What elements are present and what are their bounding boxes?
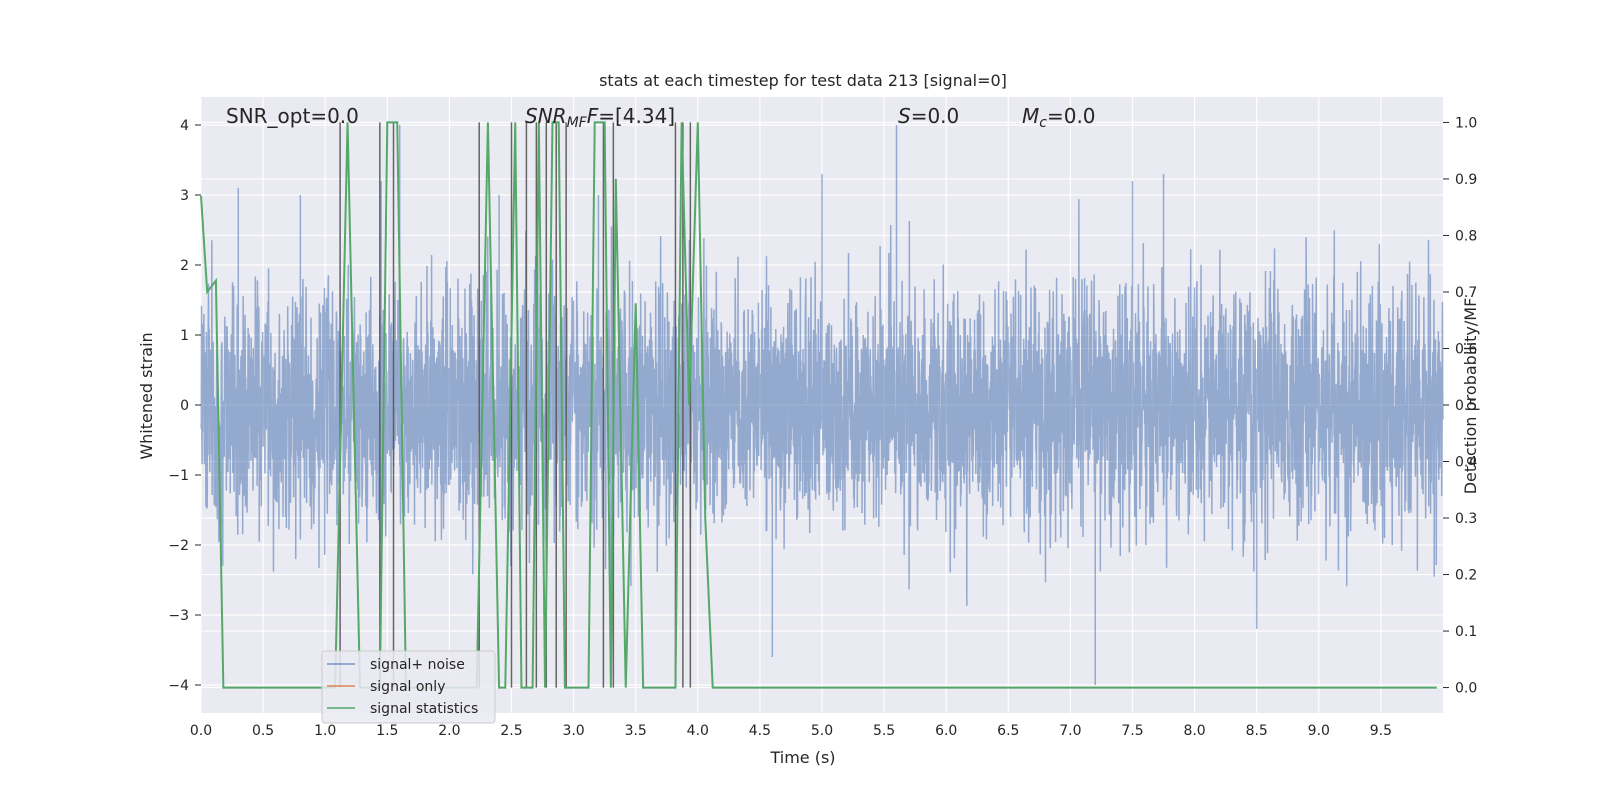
annotation-s: S=0.0 [898,104,959,128]
x-tick-label: 5.0 [811,723,833,739]
y2-tick-label: 0.0 [1455,681,1477,697]
y2-tick-label: 0.7 [1455,285,1477,301]
y2-tick-label: 0.3 [1455,511,1477,527]
mc-rest: =0.0 [1047,104,1096,128]
legend-label-signal-noise: signal+ noise [370,657,465,673]
x-tick-label: 6.0 [935,723,957,739]
y-axis-label: Whitened strain [137,332,156,459]
y-tick-label: −2 [168,538,189,554]
y2-tick-label: 0.9 [1455,172,1477,188]
x-tick-label: 0.5 [252,723,274,739]
y-axis-right: 1.0 0.9 0.8 0.7 0.6 0.5 0.4 0.3 0.2 0.1 0.0 [1443,115,1477,697]
snr-mf-f: F [587,104,599,128]
x-axis-label: Time (s) [769,748,835,767]
s-rest: =0.0 [911,104,960,128]
x-axis: 0.0 0.5 1.0 1.5 2.0 2.5 3.0 3.5 4.0 4.5 5.0 5.5 6.0 6… [190,723,1392,739]
x-tick-label: 7.5 [1121,723,1143,739]
y2-tick-label: 1.0 [1455,115,1477,131]
x-tick-label: 1.5 [376,723,398,739]
signal-noise-series [200,125,1444,685]
y2-axis-label: Detection probability/MF [1461,298,1480,495]
legend: signal+ noise signal only signal statist… [321,650,496,724]
y2-tick-label: 0.6 [1455,341,1477,357]
y-tick-label: 0 [180,398,189,414]
y-tick-label: −3 [168,608,189,624]
x-tick-label: 6.5 [997,723,1019,739]
y-tick-label: −1 [168,468,189,484]
y2-tick-label: 0.4 [1455,455,1477,471]
snr-mf-sub: MF [567,115,588,131]
detection-vlines [339,122,692,688]
x-tick-label: 9.0 [1308,723,1330,739]
x-tick-label: 4.0 [687,723,709,739]
annotation-mc: Mc=0.0 [1022,104,1096,131]
x-tick-label: 7.0 [1059,723,1081,739]
signal-noise-line [200,125,1444,685]
mc-var: M [1022,104,1039,128]
x-tick-label: 5.5 [873,723,895,739]
legend-box [321,650,496,724]
y-tick-label: 1 [180,328,189,344]
y-tick-label: −4 [168,678,189,694]
y-tick-label: 2 [180,258,189,274]
x-tick-label: 9.5 [1370,723,1392,739]
x-tick-label: 0.0 [190,723,212,739]
y-axis-left: 4 3 2 1 0 −1 −2 −3 −4 [168,118,201,694]
x-tick-label: 3.0 [562,723,584,739]
chart-title: stats at each timestep for test data 213… [599,71,1007,90]
annotation-snr-mf: SNRMFF=[4.34] [525,104,675,131]
snr-mf-rest: =[4.34] [598,104,675,128]
annotation-snr-opt: SNR_opt=0.0 [226,104,359,128]
s-var: S [898,104,911,128]
y-tick-label: 3 [180,188,189,204]
y2-tick-label: 0.1 [1455,624,1477,640]
y2-tick-label: 0.8 [1455,228,1477,244]
y2-tick-label: 0.5 [1455,398,1477,414]
y-tick-label: 4 [180,118,189,134]
snr-mf-base: SNR [525,104,567,128]
x-tick-label: 4.5 [749,723,771,739]
x-tick-label: 8.0 [1183,723,1205,739]
y2-tick-label: 0.2 [1455,568,1477,584]
legend-label-signal-only: signal only [370,679,445,695]
x-tick-label: 3.5 [625,723,647,739]
x-tick-label: 2.0 [438,723,460,739]
legend-label-statistics: signal statistics [370,701,478,717]
x-tick-label: 8.5 [1246,723,1268,739]
mc-sub: c [1039,115,1047,131]
x-tick-label: 2.5 [500,723,522,739]
x-tick-label: 1.0 [314,723,336,739]
